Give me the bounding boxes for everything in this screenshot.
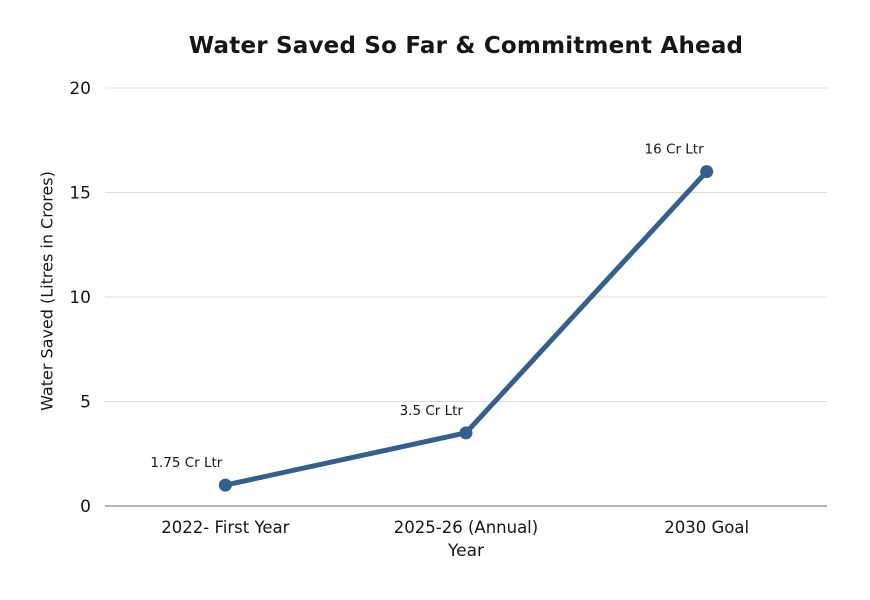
- data-point-label: 16 Cr Ltr: [645, 142, 705, 158]
- data-point-label: 1.75 Cr Ltr: [150, 455, 222, 471]
- data-point-marker: [459, 426, 473, 440]
- y-tick-label: 20: [69, 79, 91, 99]
- data-point-label: 3.5 Cr Ltr: [400, 403, 464, 419]
- data-point-marker: [700, 165, 714, 179]
- x-tick-label: 2022- First Year: [161, 518, 289, 537]
- data-point-marker: [218, 478, 232, 492]
- y-tick-label: 0: [80, 497, 91, 517]
- x-tick-label: 2030 Goal: [664, 518, 749, 537]
- y-tick-label: 15: [69, 184, 91, 204]
- y-tick-label: 10: [69, 288, 91, 308]
- x-axis-title: Year: [448, 541, 484, 561]
- x-tick-label: 2025-26 (Annual): [394, 518, 538, 537]
- y-tick-label: 5: [80, 393, 91, 413]
- chart-title: Water Saved So Far & Commitment Ahead: [188, 33, 744, 59]
